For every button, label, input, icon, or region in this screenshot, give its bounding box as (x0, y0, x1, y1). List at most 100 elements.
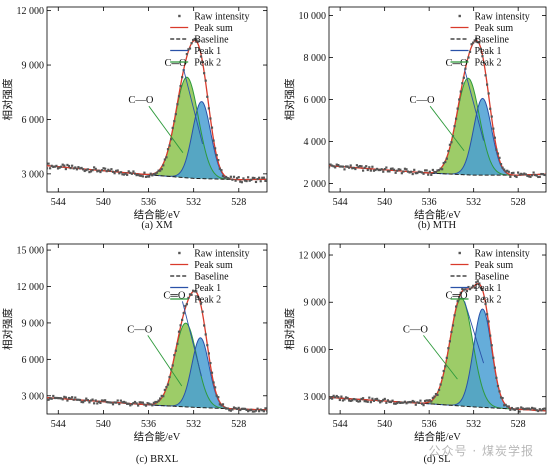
raw-point (444, 160, 447, 164)
legend-label-raw: Raw intensity (475, 12, 530, 23)
raw-point (416, 171, 419, 175)
raw-point (332, 165, 335, 168)
raw-point (245, 408, 248, 411)
raw-point (61, 398, 64, 401)
raw-point (420, 402, 424, 405)
panel-caption: (c) BRXL (136, 454, 178, 465)
raw-point (453, 314, 456, 317)
raw-point (243, 179, 247, 182)
raw-point (144, 175, 148, 178)
raw-point (152, 173, 155, 176)
raw-point (391, 399, 394, 402)
panel-caption: (b) MTH (418, 220, 457, 231)
raw-point (137, 404, 140, 407)
raw-point (217, 158, 220, 162)
raw-point (261, 409, 264, 412)
y-tick-label: 15 000 (17, 246, 45, 257)
raw-point (490, 115, 493, 118)
raw-point (503, 404, 506, 407)
panel-1: 544 540 536 532 528 3 000 6 000 9 000 12 000 结合能/… (1, 6, 268, 231)
raw-point (91, 398, 94, 401)
raw-point (459, 90, 462, 93)
raw-point (97, 169, 100, 172)
raw-point (363, 400, 366, 403)
raw-point (206, 95, 209, 98)
raw-point (187, 48, 190, 51)
raw-point (94, 167, 97, 170)
raw-point (177, 95, 181, 98)
raw-point (221, 174, 225, 178)
raw-point (400, 401, 403, 404)
raw-point (215, 154, 218, 157)
raw-point (50, 397, 53, 400)
raw-point (154, 400, 157, 404)
raw-point (155, 400, 159, 404)
raw-point (78, 398, 82, 402)
raw-point (171, 364, 174, 367)
raw-point (234, 179, 237, 182)
raw-point (538, 175, 541, 178)
raw-point (162, 164, 165, 167)
x-tick-label: 528 (511, 197, 526, 208)
raw-point (515, 175, 518, 179)
raw-point (465, 289, 469, 293)
raw-point (405, 168, 408, 171)
raw-point (105, 170, 108, 173)
y-tick-label: 9 000 (304, 298, 327, 309)
raw-point (47, 162, 50, 165)
legend-label-peak2: Peak 2 (194, 295, 221, 306)
raw-point (475, 281, 478, 284)
legend-label-raw: Raw intensity (194, 249, 249, 260)
raw-point (484, 74, 487, 77)
raw-point (459, 291, 462, 294)
raw-point (523, 407, 526, 411)
raw-point (366, 400, 369, 403)
legend-label-peak2: Peak 2 (475, 295, 502, 306)
raw-point (334, 396, 337, 399)
raw-point (225, 407, 228, 410)
annotation-carbonyl: C═O (165, 58, 187, 69)
raw-point (433, 395, 436, 398)
raw-point (251, 176, 254, 179)
raw-point (52, 165, 55, 169)
raw-point (382, 398, 385, 402)
y-tick-label: 8 000 (304, 53, 327, 64)
raw-point (419, 170, 422, 174)
raw-point (64, 396, 67, 399)
raw-point (397, 168, 400, 171)
raw-point (498, 390, 501, 393)
raw-point (436, 169, 439, 172)
raw-point (122, 400, 126, 404)
raw-point (126, 402, 129, 405)
raw-point (388, 400, 391, 404)
raw-point (340, 165, 343, 168)
raw-point (351, 167, 354, 170)
raw-point (543, 407, 546, 410)
raw-point (127, 170, 130, 173)
raw-point (543, 173, 546, 177)
raw-point (177, 330, 181, 333)
raw-point (337, 164, 340, 167)
raw-point (250, 178, 253, 181)
raw-point (472, 41, 475, 44)
plot-frame (328, 6, 547, 193)
raw-point (247, 176, 250, 179)
annotation-carbonyl: C═O (446, 290, 468, 301)
peak2-line (329, 77, 546, 176)
x-tick-label: 544 (51, 419, 66, 430)
raw-point (520, 172, 523, 175)
raw-point (530, 406, 534, 410)
raw-point (422, 172, 425, 175)
raw-point (240, 181, 243, 184)
raw-point (386, 170, 389, 173)
raw-point (329, 163, 332, 166)
raw-point (124, 172, 127, 175)
raw-point (210, 371, 214, 374)
raw-point (82, 401, 85, 404)
raw-point (541, 408, 544, 411)
raw-point (411, 399, 414, 403)
raw-point (60, 397, 63, 400)
raw-point (196, 40, 199, 43)
x-tick-label: 540 (377, 419, 392, 430)
